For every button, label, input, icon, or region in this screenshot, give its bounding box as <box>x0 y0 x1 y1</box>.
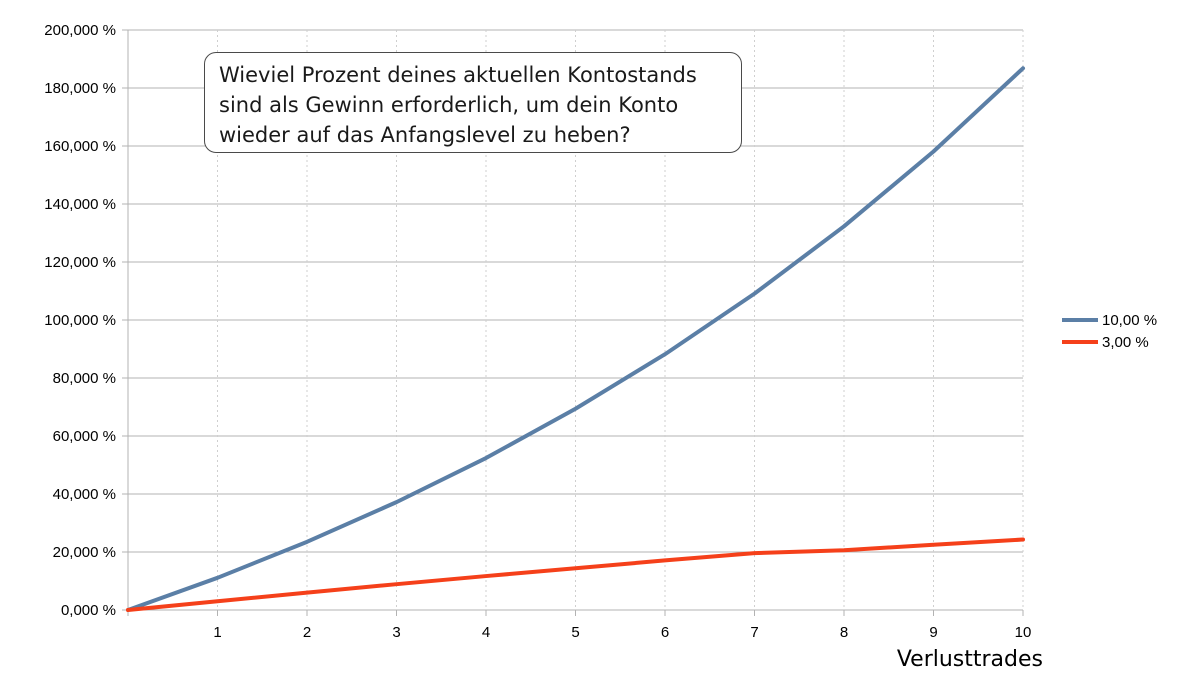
legend-label-series-1: 10,00 % <box>1102 311 1158 329</box>
legend-item-series-1: 10,00 % <box>1062 309 1157 331</box>
y-tick-label: 160,000 % <box>44 138 116 155</box>
legend-item-series-2: 3,00 % <box>1062 331 1157 353</box>
y-tick-label: 120,000 % <box>44 254 116 271</box>
y-tick-label: 60,000 % <box>53 428 116 445</box>
x-tick-labels: 1 2 3 4 5 6 7 8 9 10 <box>213 624 1031 641</box>
annotation-line-2: sind als Gewinn erforderlich, um dein Ko… <box>219 93 679 117</box>
y-tick-label: 100,000 % <box>44 312 116 329</box>
x-tick-label: 1 <box>213 624 221 641</box>
annotation-line-3: wieder auf das Anfangslevel zu heben? <box>219 123 631 147</box>
series-line-1 <box>126 66 1025 612</box>
x-axis-label: Verlusttrades <box>897 647 1043 672</box>
series-lines <box>126 66 1025 612</box>
y-tick-label: 200,000 % <box>44 22 116 39</box>
series-line-2 <box>126 537 1025 612</box>
legend-label-series-2: 3,00 % <box>1102 333 1149 351</box>
y-tick-label: 140,000 % <box>44 196 116 213</box>
x-tick-label: 10 <box>1015 624 1032 641</box>
legend: 10,00 % 3,00 % <box>1062 309 1157 353</box>
x-tick-label: 7 <box>750 624 758 641</box>
annotation-box: Wieviel Prozent deines aktuellen Kontost… <box>204 52 742 153</box>
legend-swatch-series-2 <box>1062 340 1098 344</box>
y-tick-label: 80,000 % <box>53 370 116 387</box>
x-tick-label: 9 <box>929 624 937 641</box>
y-tick-labels: 0,000 % 20,000 % 40,000 % 60,000 % 80,000 % 1… <box>44 22 116 619</box>
x-tick-label: 4 <box>482 624 490 641</box>
x-tick-label: 6 <box>661 624 669 641</box>
y-tick-label: 40,000 % <box>53 486 116 503</box>
x-tick-label: 5 <box>571 624 579 641</box>
x-tick-label: 8 <box>840 624 848 641</box>
y-tick-label: 0,000 % <box>61 602 116 619</box>
x-tick-label: 2 <box>303 624 311 641</box>
x-tick-label: 3 <box>392 624 400 641</box>
y-tick-label: 20,000 % <box>53 544 116 561</box>
annotation-line-1: Wieviel Prozent deines aktuellen Kontost… <box>219 63 697 87</box>
y-tick-label: 180,000 % <box>44 80 116 97</box>
legend-swatch-series-1 <box>1062 318 1098 322</box>
